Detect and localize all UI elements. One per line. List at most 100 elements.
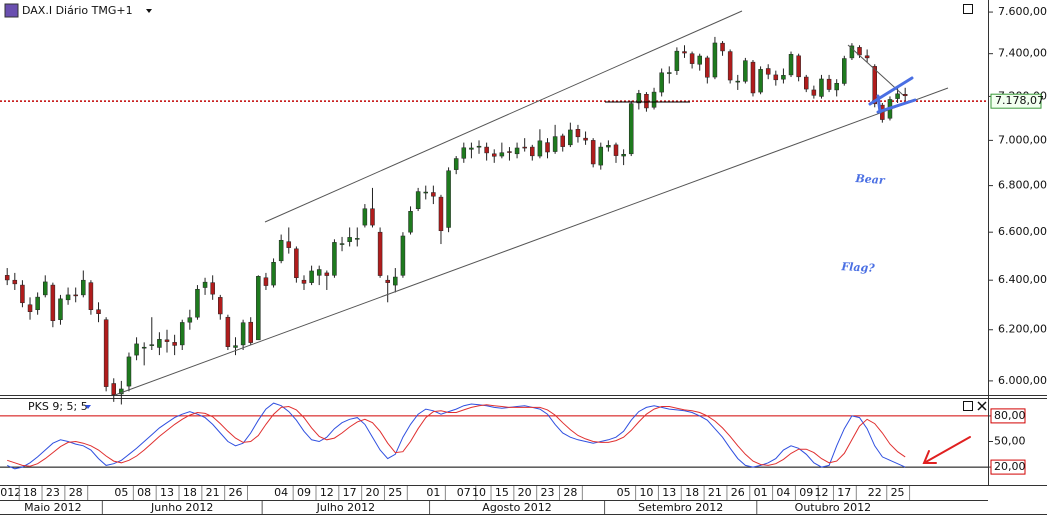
candle-body <box>872 66 877 105</box>
x-tick-label: 25 <box>891 486 905 499</box>
candle-body <box>332 242 337 276</box>
red-arrow <box>922 436 971 464</box>
candle-body <box>476 145 482 148</box>
candle-body <box>202 281 208 288</box>
y-tick-label: 6.600,00 <box>998 225 1047 238</box>
x-tick-label: 25 <box>388 486 402 499</box>
x-tick-label: 09 <box>799 486 813 499</box>
candle-body <box>765 68 771 75</box>
channel-lower <box>114 87 949 396</box>
close-button[interactable] <box>977 401 987 411</box>
candle-body <box>545 142 550 153</box>
candle-body <box>278 239 284 262</box>
dropdown[interactable] <box>85 405 91 409</box>
x-tick-label: 18 <box>23 486 37 499</box>
candle-body <box>895 93 900 99</box>
x-tick-label: 01 <box>754 486 768 499</box>
y-tick-label: 6.000,00 <box>998 374 1047 387</box>
y-tick-label: 6.800,00 <box>998 179 1047 192</box>
candle-body <box>4 275 10 281</box>
x-tick-label: 21 <box>206 486 220 499</box>
x-tick-label: 20 <box>518 486 532 499</box>
candle-body <box>583 137 588 141</box>
candle-body <box>347 237 352 242</box>
candle-body <box>301 279 307 284</box>
candle-body <box>438 196 444 232</box>
candle-body <box>134 343 139 356</box>
candle-body <box>149 344 155 346</box>
candle-body <box>659 72 664 93</box>
candle-body <box>187 317 193 323</box>
candle-body <box>96 309 101 314</box>
candle-body <box>400 235 406 276</box>
trend-line <box>847 44 904 96</box>
candle-body <box>743 60 748 82</box>
x-tick-label: 20 <box>365 486 379 499</box>
x-tick-label: 23 <box>46 486 60 499</box>
arrow-shaft <box>923 436 971 464</box>
x-tick-label: 05 <box>617 486 631 499</box>
candle-body <box>423 191 428 194</box>
candle-body <box>431 192 436 197</box>
candle-body <box>377 231 383 276</box>
candle-body <box>248 321 253 343</box>
candle-body <box>50 284 56 321</box>
x-tick-label: 10 <box>639 486 653 499</box>
x-tick-label: 26 <box>731 486 745 499</box>
x-tick-label: 12 <box>320 486 334 499</box>
maximize-button[interactable] <box>963 4 973 14</box>
close-stroke <box>977 401 987 411</box>
candle-body <box>12 279 18 285</box>
candle-body <box>58 298 63 320</box>
candle-body <box>644 94 649 109</box>
candle-body <box>172 342 177 346</box>
month-label: Junho 2012 <box>150 501 213 514</box>
candle-body <box>689 53 695 64</box>
candle-body <box>88 282 94 310</box>
candle-body <box>73 294 78 297</box>
x-tick-label: 13 <box>160 486 174 499</box>
candle-body <box>781 75 786 80</box>
x-tick-label: 26 <box>229 486 243 499</box>
candle-body <box>43 281 48 296</box>
candle-body <box>735 80 741 83</box>
x-tick-label: 13 <box>662 486 676 499</box>
x-tick-label: 18 <box>685 486 699 499</box>
flag-drawing <box>868 76 917 114</box>
candle-body <box>842 58 847 84</box>
candle-body <box>263 277 269 286</box>
candle-body <box>103 319 109 387</box>
candle-body <box>568 129 573 146</box>
candle-body <box>621 154 626 157</box>
candle-body <box>674 50 680 71</box>
month-label: Setembro 2012 <box>638 501 723 514</box>
candle-body <box>537 140 543 157</box>
candle-body <box>210 282 215 295</box>
month-label: Agosto 2012 <box>482 501 552 514</box>
maximize-button[interactable] <box>963 401 973 411</box>
y-tick-label: 20,00 <box>994 460 1026 473</box>
last-price-label: 7.178,07 <box>995 94 1044 107</box>
y-tick-label: 50,00 <box>994 435 1026 448</box>
y-tick-label: 7.400,00 <box>998 47 1047 60</box>
candle-body <box>461 147 467 159</box>
candle-body <box>499 152 505 157</box>
annotation: Bear <box>854 172 886 187</box>
x-tick-label: 05 <box>114 486 128 499</box>
candle-body <box>628 103 634 155</box>
dropdown[interactable] <box>146 9 152 13</box>
x-tick-label: 10 <box>472 486 486 499</box>
y-tick-label: 7.600,00 <box>998 5 1047 18</box>
channel-upper <box>264 10 743 223</box>
candle-body <box>179 322 185 346</box>
x-tick-label: 04 <box>274 486 288 499</box>
x-tick-label: 17 <box>837 486 851 499</box>
candle-body <box>484 146 489 154</box>
x-tick-label: 09 <box>297 486 311 499</box>
x-tick-label: 17 <box>343 486 357 499</box>
candle-body <box>530 146 535 157</box>
x-tick-label: 23 <box>541 486 555 499</box>
flag-line <box>876 98 917 114</box>
